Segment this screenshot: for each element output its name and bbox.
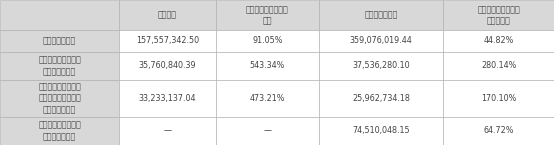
Text: 本报告期比上年同期
增减: 本报告期比上年同期 增减	[246, 5, 289, 25]
Text: 280.14%: 280.14%	[481, 61, 516, 70]
Bar	[119, 80, 216, 117]
Bar	[0, 52, 119, 80]
Bar	[0, 117, 119, 145]
Text: 157,557,342.50: 157,557,342.50	[136, 37, 199, 46]
Text: 归属于上市公司股东
的净利润（元）: 归属于上市公司股东 的净利润（元）	[38, 55, 81, 76]
Bar	[319, 30, 443, 52]
Text: 本报告期: 本报告期	[158, 11, 177, 20]
Bar	[216, 0, 319, 30]
Text: 归属于上市公司股东
的扣除非经常性损益
的净利润（元）: 归属于上市公司股东 的扣除非经常性损益 的净利润（元）	[38, 82, 81, 114]
Text: 91.05%: 91.05%	[252, 37, 283, 46]
Bar	[216, 80, 319, 117]
Text: 64.72%: 64.72%	[483, 126, 514, 135]
Text: —: —	[163, 126, 172, 135]
Text: 年初至报告期末: 年初至报告期末	[364, 11, 398, 20]
Text: 44.82%: 44.82%	[484, 37, 514, 46]
Text: 359,076,019.44: 359,076,019.44	[350, 37, 412, 46]
Bar	[443, 80, 554, 117]
Bar	[319, 80, 443, 117]
Bar	[0, 30, 119, 52]
Bar	[216, 117, 319, 145]
Bar	[119, 0, 216, 30]
Bar	[0, 80, 119, 117]
Bar	[119, 30, 216, 52]
Bar	[216, 30, 319, 52]
Text: 25,962,734.18: 25,962,734.18	[352, 94, 410, 103]
Bar	[216, 52, 319, 80]
Text: 37,536,280.10: 37,536,280.10	[352, 61, 410, 70]
Text: 经营活动产生的现金
流量净额（元）: 经营活动产生的现金 流量净额（元）	[38, 121, 81, 141]
Text: 543.34%: 543.34%	[250, 61, 285, 70]
Bar	[119, 52, 216, 80]
Text: 74,510,048.15: 74,510,048.15	[352, 126, 410, 135]
Text: 33,233,137.04: 33,233,137.04	[139, 94, 196, 103]
Text: 170.10%: 170.10%	[481, 94, 516, 103]
Text: 473.21%: 473.21%	[249, 94, 285, 103]
Text: 营业收入（元）: 营业收入（元）	[43, 37, 76, 46]
Bar	[443, 30, 554, 52]
Bar	[119, 117, 216, 145]
Bar	[319, 0, 443, 30]
Bar	[443, 117, 554, 145]
Bar	[319, 52, 443, 80]
Text: —: —	[263, 126, 271, 135]
Bar	[443, 0, 554, 30]
Text: 年初至报告期末比上
年同期增减: 年初至报告期末比上 年同期增减	[477, 5, 520, 25]
Text: 35,760,840.39: 35,760,840.39	[138, 61, 197, 70]
Bar	[443, 52, 554, 80]
Bar	[319, 117, 443, 145]
Bar	[0, 0, 119, 30]
